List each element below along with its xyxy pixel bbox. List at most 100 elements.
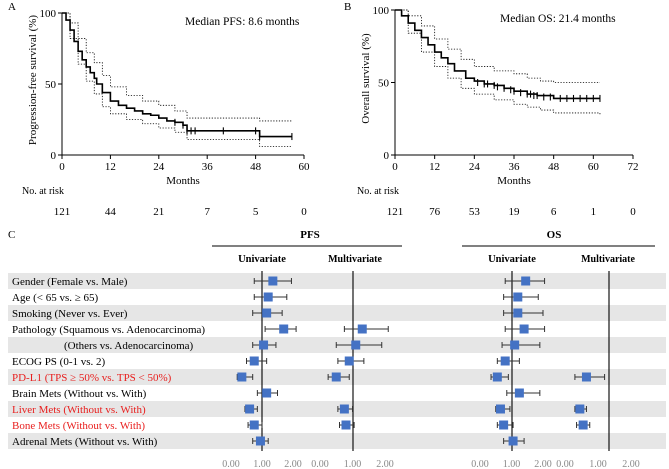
hr-marker [279, 324, 289, 334]
risk-count: 0 [301, 206, 307, 218]
row-label: Brain Mets (Without vs. With) [12, 388, 147, 400]
y-tick-label: 50 [45, 79, 57, 91]
hr-marker [263, 292, 273, 302]
y-tick-label: 50 [378, 78, 390, 90]
forest-x-tick-label: 2.00 [376, 459, 394, 469]
hr-marker [245, 404, 255, 414]
row-label: ECOG PS (0-1 vs. 2) [12, 356, 106, 368]
x-axis-title: Months [497, 175, 531, 187]
x-tick-label: 48 [250, 161, 262, 173]
hr-marker [237, 372, 247, 382]
hr-marker [262, 308, 272, 318]
risk-table-title: No. at risk [357, 186, 399, 197]
hr-marker [521, 276, 531, 286]
risk-count: 0 [630, 206, 636, 218]
row-label: Bone Mets (Without vs. With) [12, 420, 145, 432]
risk-count: 21 [153, 206, 164, 218]
forest-x-tick-label: 1.00 [503, 459, 521, 469]
hr-marker [344, 356, 354, 366]
row-label: Smoking (Never vs. Ever) [12, 308, 128, 320]
hr-marker [249, 420, 259, 430]
risk-count: 5 [253, 206, 259, 218]
row-label: Age (< 65 vs. ≥ 65) [12, 292, 99, 304]
median-label: Median OS: 21.4 months [500, 13, 616, 25]
row-label: Pathology (Squamous vs. Adenocarcinoma) [12, 324, 205, 336]
forest-x-tick-label: 1.00 [253, 459, 271, 469]
y-axis-title: Overall survival (%) [360, 33, 372, 124]
survival-curve [395, 9, 600, 100]
x-tick-label: 24 [469, 161, 481, 173]
x-tick-label: 24 [153, 161, 165, 173]
row-label: Liver Mets (Without vs. With) [12, 404, 146, 416]
forest-x-tick-label: 0.00 [311, 459, 329, 469]
hr-marker [255, 436, 265, 446]
risk-count: 76 [429, 206, 441, 218]
risk-count: 53 [469, 206, 481, 218]
forest-x-tick-label: 2.00 [622, 459, 640, 469]
panel-c: C PFS OS Univariate Multivariate Univariate M… [8, 229, 666, 469]
hr-marker [492, 372, 502, 382]
risk-table-title: No. at risk [22, 186, 64, 197]
row-label: (Others vs. Adenocarcinoma) [64, 340, 194, 352]
ci-line [62, 12, 292, 147]
subheader-univariate: Univariate [238, 254, 286, 265]
x-tick-label: 36 [202, 161, 214, 173]
x-tick-label: 12 [105, 161, 116, 173]
hr-marker [268, 276, 278, 286]
x-tick-label: 60 [299, 161, 311, 173]
group-header-pfs: PFS [300, 229, 320, 241]
risk-count: 7 [204, 206, 210, 218]
hr-marker [510, 340, 520, 350]
hr-marker [331, 372, 341, 382]
hr-marker [357, 324, 367, 334]
hr-marker [495, 404, 505, 414]
y-tick-label: 0 [384, 150, 390, 162]
ci-line [62, 12, 292, 122]
x-tick-label: 36 [509, 161, 521, 173]
forest-x-tick-label: 1.00 [344, 459, 362, 469]
row-label: Adrenal Mets (Without vs. With) [12, 436, 158, 448]
hr-marker [508, 436, 518, 446]
row-label: Gender (Female vs. Male) [12, 276, 128, 288]
forest-x-tick-label: 2.00 [284, 459, 302, 469]
x-tick-label: 60 [588, 161, 600, 173]
hr-marker [513, 308, 523, 318]
subheader-multivariate: Multivariate [328, 254, 382, 265]
y-tick-label: 100 [40, 8, 57, 20]
forest-x-tick-label: 0.00 [556, 459, 574, 469]
panel-c-letter: C [8, 229, 15, 241]
risk-count: 121 [387, 206, 404, 218]
hr-marker [262, 388, 272, 398]
risk-count: 44 [105, 206, 117, 218]
forest-x-tick-label: 1.00 [589, 459, 607, 469]
hr-marker [249, 356, 259, 366]
risk-count: 1 [591, 206, 597, 218]
group-header-os: OS [547, 229, 562, 241]
hr-marker [514, 388, 524, 398]
x-tick-label: 72 [628, 161, 639, 173]
y-axis-title: Progression-free survival (%) [27, 15, 39, 145]
hr-marker [259, 340, 269, 350]
ci-line [395, 9, 600, 83]
x-tick-label: 12 [429, 161, 440, 173]
hr-marker [513, 292, 523, 302]
row-label: PD-L1 (TPS ≥ 50% vs. TPS < 50%) [12, 372, 172, 384]
panel-a-letter: A [8, 1, 16, 13]
y-tick-label: 100 [373, 5, 390, 17]
hr-marker [339, 404, 349, 414]
forest-x-tick-label: 0.00 [222, 459, 240, 469]
hr-marker [500, 356, 510, 366]
forest-x-tick-label: 2.00 [534, 459, 552, 469]
hr-marker [499, 420, 509, 430]
x-tick-label: 0 [392, 161, 398, 173]
y-tick-label: 0 [51, 150, 57, 162]
x-tick-label: 48 [548, 161, 560, 173]
risk-count: 121 [54, 206, 71, 218]
hr-marker [575, 404, 585, 414]
row-stripe [8, 273, 666, 289]
ci-line [395, 9, 601, 115]
subheader-univariate: Univariate [488, 254, 536, 265]
